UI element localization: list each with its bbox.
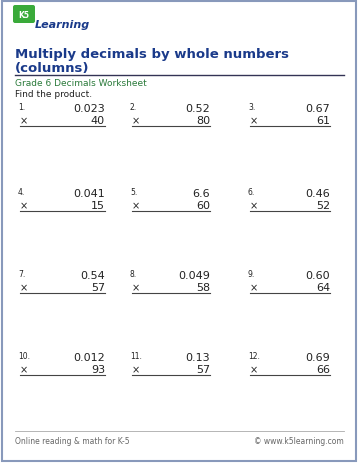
Text: 66: 66 bbox=[316, 364, 330, 374]
Text: 0.049: 0.049 bbox=[178, 270, 210, 281]
Text: 9.: 9. bbox=[248, 269, 255, 278]
Text: 52: 52 bbox=[316, 200, 330, 211]
Text: 0.023: 0.023 bbox=[73, 104, 105, 114]
Text: K5: K5 bbox=[19, 11, 29, 19]
Text: 60: 60 bbox=[196, 200, 210, 211]
Text: 0.54: 0.54 bbox=[80, 270, 105, 281]
Text: © www.k5learning.com: © www.k5learning.com bbox=[254, 436, 344, 445]
Text: (columns): (columns) bbox=[15, 62, 89, 75]
Text: 57: 57 bbox=[196, 364, 210, 374]
Text: 0.52: 0.52 bbox=[185, 104, 210, 114]
Text: ×: × bbox=[20, 116, 28, 126]
Text: 5.: 5. bbox=[130, 188, 137, 197]
Text: 0.041: 0.041 bbox=[73, 188, 105, 199]
Text: 40: 40 bbox=[91, 116, 105, 126]
Text: 15: 15 bbox=[91, 200, 105, 211]
Text: 0.012: 0.012 bbox=[73, 352, 105, 362]
Text: 93: 93 bbox=[91, 364, 105, 374]
Text: 64: 64 bbox=[316, 282, 330, 292]
Text: 0.67: 0.67 bbox=[305, 104, 330, 114]
Text: Find the product.: Find the product. bbox=[15, 90, 92, 99]
Text: 6.6: 6.6 bbox=[192, 188, 210, 199]
FancyBboxPatch shape bbox=[2, 2, 356, 461]
Text: Multiply decimals by whole numbers: Multiply decimals by whole numbers bbox=[15, 48, 289, 61]
Text: Learning: Learning bbox=[35, 20, 90, 30]
Text: ×: × bbox=[132, 364, 140, 374]
Text: 0.13: 0.13 bbox=[185, 352, 210, 362]
Text: ×: × bbox=[132, 116, 140, 126]
Text: Online reading & math for K-5: Online reading & math for K-5 bbox=[15, 436, 130, 445]
Text: ×: × bbox=[250, 116, 258, 126]
Text: 61: 61 bbox=[316, 116, 330, 126]
Text: 7.: 7. bbox=[18, 269, 25, 278]
Text: 6.: 6. bbox=[248, 188, 255, 197]
Text: 0.60: 0.60 bbox=[306, 270, 330, 281]
Text: 0.69: 0.69 bbox=[305, 352, 330, 362]
FancyBboxPatch shape bbox=[13, 6, 35, 24]
Text: 8.: 8. bbox=[130, 269, 137, 278]
Text: 12.: 12. bbox=[248, 351, 260, 360]
Text: Grade 6 Decimals Worksheet: Grade 6 Decimals Worksheet bbox=[15, 79, 147, 88]
Text: 11.: 11. bbox=[130, 351, 142, 360]
Text: ×: × bbox=[250, 282, 258, 292]
Text: 58: 58 bbox=[196, 282, 210, 292]
Text: ×: × bbox=[20, 364, 28, 374]
Text: 1.: 1. bbox=[18, 103, 25, 112]
Text: 80: 80 bbox=[196, 116, 210, 126]
Text: ×: × bbox=[250, 364, 258, 374]
Text: ×: × bbox=[20, 200, 28, 211]
Text: 10.: 10. bbox=[18, 351, 30, 360]
Text: 57: 57 bbox=[91, 282, 105, 292]
Text: ×: × bbox=[132, 200, 140, 211]
Text: 0.46: 0.46 bbox=[305, 188, 330, 199]
Text: ×: × bbox=[250, 200, 258, 211]
Text: ×: × bbox=[20, 282, 28, 292]
Text: 3.: 3. bbox=[248, 103, 255, 112]
Text: ×: × bbox=[132, 282, 140, 292]
Text: 2.: 2. bbox=[130, 103, 137, 112]
Text: 4.: 4. bbox=[18, 188, 25, 197]
